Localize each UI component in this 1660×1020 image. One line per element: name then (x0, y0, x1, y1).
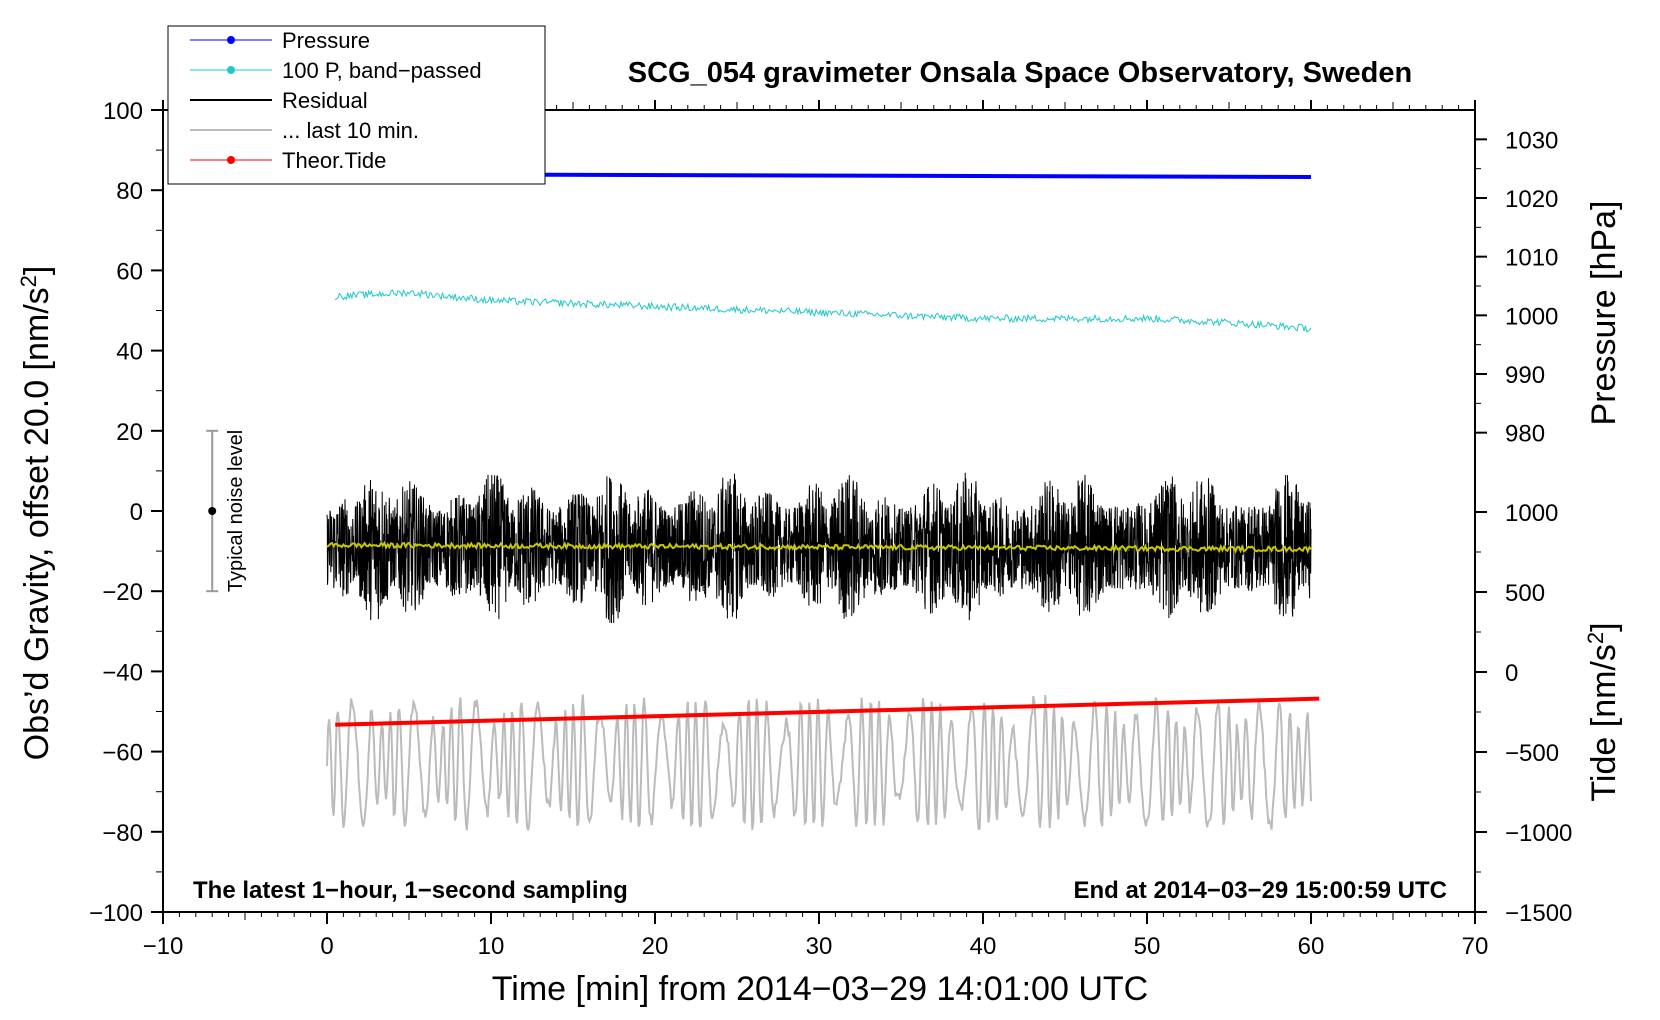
y-axis-title-left: Obs’d Gravity, offset 20.0 [nm/s2] (16, 266, 56, 761)
tide-tick-label: −500 (1505, 740, 1559, 767)
x-tick-label: 60 (1298, 933, 1325, 960)
y-axis-right-pressure: 1030 1020 1010 1000 990 980 (1475, 127, 1558, 448)
note-right: End at 2014−03−29 15:00:59 UTC (1073, 877, 1447, 904)
y-axis-right-tide: 1000 500 0 −500 −1000 −1500 (1475, 500, 1572, 927)
legend-marker-band-passed (227, 66, 235, 74)
tide-tick-label: −1500 (1505, 900, 1572, 927)
series-last-10-min (326, 694, 1312, 831)
y-axis-title-left-main: Obs’d Gravity, offset 20.0 [nm/s (18, 287, 56, 760)
legend-label-last-10-min: ... last 10 min. (282, 118, 419, 143)
legend: Pressure 100 P, band−passed Residual ...… (167, 25, 546, 185)
y-tick-label: 40 (116, 339, 143, 366)
y-tick-label: −20 (102, 579, 143, 606)
y-axis-title-pressure: Pressure [hPa] (1585, 201, 1623, 426)
pressure-tick-label: 1030 (1505, 127, 1558, 154)
y-tick-label: 80 (116, 178, 143, 205)
y-tick-label: 60 (116, 258, 143, 285)
series-theor-tide (335, 696, 1320, 727)
x-tick-label: 0 (320, 933, 333, 960)
y-tick-label: 20 (116, 419, 143, 446)
legend-item-theor-tide: Theor.Tide (190, 148, 386, 173)
x-tick-label: 30 (806, 933, 833, 960)
x-tick-label: 50 (1134, 933, 1161, 960)
pressure-tick-label: 980 (1505, 421, 1545, 448)
pressure-tick-label: 1000 (1505, 303, 1558, 330)
y-axis-title-tide-sup: 2 (1583, 632, 1608, 644)
chart-series (326, 172, 1320, 831)
y-axis-title-left-sup: 2 (16, 275, 41, 287)
x-axis: −10 0 10 20 30 40 50 60 70 (143, 100, 1489, 960)
legend-item-residual: Residual (190, 88, 368, 113)
tide-tick-label: 1000 (1505, 500, 1558, 527)
legend-label-theor-tide: Theor.Tide (282, 148, 386, 173)
legend-label-pressure: Pressure (282, 28, 370, 53)
x-tick-label: 20 (642, 933, 669, 960)
y-tick-label: −40 (102, 659, 143, 686)
y-tick-label: −100 (89, 900, 143, 927)
pressure-tick-label: 990 (1505, 362, 1545, 389)
y-tick-label: 0 (130, 499, 143, 526)
y-tick-label: −80 (102, 820, 143, 847)
note-left: The latest 1−hour, 1−second sampling (193, 877, 628, 904)
series-residual-mean (326, 540, 1312, 555)
y-tick-label: −60 (102, 740, 143, 767)
legend-item-pressure: Pressure (190, 28, 370, 53)
legend-marker-theor-tide (227, 156, 235, 164)
x-axis-title: Time [min] from 2014−03−29 14:01:00 UTC (492, 970, 1148, 1008)
x-tick-label: 70 (1462, 933, 1489, 960)
x-tick-label: 10 (478, 933, 505, 960)
legend-label-residual: Residual (282, 88, 368, 113)
tide-tick-label: −1000 (1505, 820, 1572, 847)
legend-item-last-10-min: ... last 10 min. (190, 118, 419, 143)
noise-bar-center-dot (208, 507, 217, 515)
series-band-passed-pressure (334, 288, 1312, 333)
noise-level-indicator: Typical noise level (206, 429, 247, 593)
y-axis-title-left-end: ] (18, 266, 56, 275)
legend-label-band-passed: 100 P, band−passed (282, 58, 482, 83)
y-axis-left: 100 80 60 40 20 0 −20 −40 −60 −80 −100 (89, 98, 163, 927)
x-tick-label: 40 (970, 933, 997, 960)
y-axis-title-tide-main: Tide [nm/s (1585, 644, 1623, 801)
y-tick-label: 100 (103, 98, 143, 125)
tide-tick-label: 500 (1505, 580, 1545, 607)
y-axis-title-tide-end: ] (1585, 622, 1623, 631)
pressure-tick-label: 1010 (1505, 245, 1558, 272)
noise-bar-label: Typical noise level (225, 430, 247, 592)
legend-marker-pressure (227, 36, 235, 44)
tide-tick-label: 0 (1505, 660, 1518, 687)
legend-item-band-passed: 100 P, band−passed (190, 58, 482, 83)
y-axis-title-tide: Tide [nm/s2] (1583, 622, 1623, 801)
x-tick-label: −10 (143, 933, 184, 960)
chart-title: SCG_054 gravimeter Onsala Space Observat… (628, 57, 1412, 89)
pressure-tick-label: 1020 (1505, 186, 1558, 213)
